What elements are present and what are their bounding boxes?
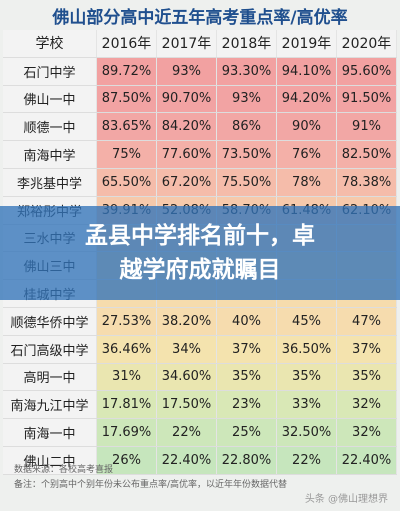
school-cell: 顺德一中 bbox=[3, 113, 97, 141]
header-cell: 2018年 bbox=[217, 30, 277, 57]
value-cell: 34% bbox=[157, 335, 217, 363]
table-title: 佛山部分高中近五年高考重点率/高优率 bbox=[52, 8, 348, 28]
source: 数据来源：各校高考喜报 bbox=[14, 465, 114, 475]
value-cell: 82.50% bbox=[337, 141, 397, 168]
value-cell: 22.80% bbox=[217, 446, 277, 474]
value-cell: 47% bbox=[337, 307, 397, 335]
value-cell: 22.40% bbox=[157, 446, 217, 474]
note: 备注：个别高中个别年份未公布重点率/高优率，以近年年份数据代替 bbox=[14, 480, 288, 490]
value-cell: 90.70% bbox=[157, 85, 217, 113]
value-cell: 34.60% bbox=[157, 363, 217, 391]
value-cell: 35% bbox=[337, 363, 397, 391]
table-row: 李兆基中学 65.50% 67.20% 75.50% 78% 78.38% bbox=[3, 168, 397, 197]
value-cell: 78.38% bbox=[337, 168, 397, 196]
table-row: 佛山二中 26% 22.40% 22.80% 22% 22.40% bbox=[3, 446, 397, 475]
value-cell: 87.50% bbox=[97, 85, 157, 113]
value-cell: 22.40% bbox=[337, 446, 397, 474]
value-cell: 36.50% bbox=[277, 335, 337, 363]
value-cell: 93.30% bbox=[217, 57, 277, 85]
header-cell: 2016年 bbox=[97, 30, 157, 57]
header-cell: 2020年 bbox=[337, 30, 397, 57]
banner-line: 越学府成就瞩目 bbox=[119, 257, 281, 283]
value-cell: 76% bbox=[277, 141, 337, 168]
value-cell: 17.50% bbox=[157, 391, 217, 419]
school-cell: 石门高级中学 bbox=[3, 335, 97, 363]
value-cell: 17.69% bbox=[97, 419, 157, 446]
value-cell: 40% bbox=[217, 307, 277, 335]
value-cell: 93% bbox=[157, 57, 217, 85]
value-cell: 91.50% bbox=[337, 85, 397, 113]
school-cell: 佛山二中 bbox=[3, 446, 97, 474]
value-cell: 67.20% bbox=[157, 168, 217, 196]
table-row: 佛山一中 87.50% 90.70% 93% 94.20% 91.50% bbox=[3, 85, 397, 114]
value-cell: 37% bbox=[337, 335, 397, 363]
table-row: 南海一中 17.69% 22% 25% 32.50% 32% bbox=[3, 419, 397, 447]
value-cell: 17.81% bbox=[97, 391, 157, 419]
value-cell: 36.46% bbox=[97, 335, 157, 363]
value-cell: 86% bbox=[217, 113, 277, 141]
header-cell: 2017年 bbox=[157, 30, 217, 57]
value-cell: 37% bbox=[217, 335, 277, 363]
value-cell: 77.60% bbox=[157, 141, 217, 168]
table-row: 南海九江中学 17.81% 17.50% 23% 33% 32% bbox=[3, 391, 397, 420]
value-cell: 23% bbox=[217, 391, 277, 419]
value-cell: 83.65% bbox=[97, 113, 157, 141]
value-cell: 91% bbox=[337, 113, 397, 141]
table-row: 石门高级中学 36.46% 34% 37% 36.50% 37% bbox=[3, 335, 397, 364]
value-cell: 89.72% bbox=[97, 57, 157, 85]
value-cell: 95.60% bbox=[337, 57, 397, 85]
school-cell: 南海一中 bbox=[3, 419, 97, 446]
value-cell: 78% bbox=[277, 168, 337, 196]
table-row: 南海中学 75% 77.60% 73.50% 76% 82.50% bbox=[3, 141, 397, 169]
school-cell: 南海中学 bbox=[3, 141, 97, 168]
value-cell: 73.50% bbox=[217, 141, 277, 168]
header-row: 学校 2016年 2017年 2018年 2019年 2020年 bbox=[3, 30, 397, 58]
value-cell: 90% bbox=[277, 113, 337, 141]
value-cell: 32.50% bbox=[277, 419, 337, 446]
table-row: 顺德一中 83.65% 84.20% 86% 90% 91% bbox=[3, 113, 397, 142]
value-cell: 45% bbox=[277, 307, 337, 335]
value-cell: 22% bbox=[157, 419, 217, 446]
banner-line: 孟县中学排名前十，卓 bbox=[85, 223, 315, 249]
school-cell: 高明一中 bbox=[3, 363, 97, 391]
value-cell: 65.50% bbox=[97, 168, 157, 196]
banner: 孟县中学排名前十，卓 越学府成就瞩目 bbox=[0, 206, 400, 300]
value-cell: 26% bbox=[97, 446, 157, 474]
value-cell: 33% bbox=[277, 391, 337, 419]
value-cell: 35% bbox=[217, 363, 277, 391]
value-cell: 32% bbox=[337, 419, 397, 446]
table-row: 石门中学 89.72% 93% 93.30% 94.10% 95.60% bbox=[3, 57, 397, 86]
header-cell: 学校 bbox=[3, 30, 97, 57]
school-cell: 石门中学 bbox=[3, 57, 97, 85]
footer: 数据来源：各校高考喜报 备注：个别高中个别年份未公布重点率/高优率，以近年年份数… bbox=[14, 463, 287, 493]
value-cell: 27.53% bbox=[97, 307, 157, 335]
school-cell: 顺德华侨中学 bbox=[3, 307, 97, 335]
watermark: 头条 @佛山理想界 bbox=[304, 494, 388, 505]
value-cell: 93% bbox=[217, 85, 277, 113]
value-cell: 75% bbox=[97, 141, 157, 168]
value-cell: 22% bbox=[277, 446, 337, 474]
value-cell: 31% bbox=[97, 363, 157, 391]
school-cell: 佛山一中 bbox=[3, 85, 97, 113]
table-row: 顺德华侨中学 27.53% 38.20% 40% 45% 47% bbox=[3, 307, 397, 336]
table-row: 高明一中 31% 34.60% 35% 35% 35% bbox=[3, 363, 397, 392]
value-cell: 32% bbox=[337, 391, 397, 419]
value-cell: 75.50% bbox=[217, 168, 277, 196]
value-cell: 94.10% bbox=[277, 57, 337, 85]
school-cell: 李兆基中学 bbox=[3, 168, 97, 196]
value-cell: 84.20% bbox=[157, 113, 217, 141]
header-cell: 2019年 bbox=[277, 30, 337, 57]
value-cell: 94.20% bbox=[277, 85, 337, 113]
school-cell: 南海九江中学 bbox=[3, 391, 97, 419]
value-cell: 25% bbox=[217, 419, 277, 446]
value-cell: 38.20% bbox=[157, 307, 217, 335]
value-cell: 35% bbox=[277, 363, 337, 391]
